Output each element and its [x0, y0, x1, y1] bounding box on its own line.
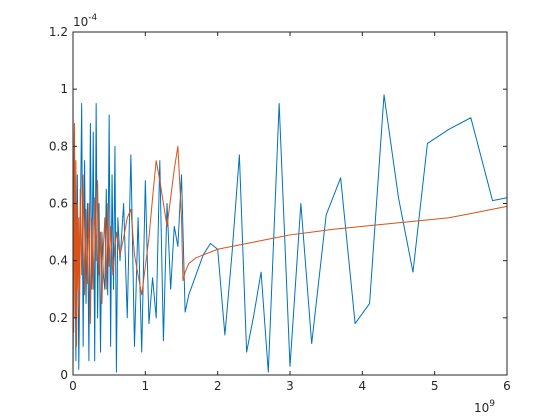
y-tick-label: 1.2 [49, 25, 68, 39]
y-tick-label: 0 [60, 368, 68, 382]
x-tick-label: 0 [69, 379, 77, 393]
series-layer [72, 89, 508, 376]
y-axis: 0 0.2 0.4 0.6 0.8 1 1.2 [49, 25, 507, 382]
y-tick-label: 1 [60, 82, 68, 96]
y-tick-label: 0.6 [49, 197, 68, 211]
y-tick-label: 0.2 [49, 311, 68, 325]
plot-area [73, 32, 507, 375]
y-exponent: 10-4 [73, 13, 98, 29]
x-tick-label: 3 [286, 379, 294, 393]
y-tick-label: 0.4 [49, 254, 68, 268]
x-tick-label: 2 [214, 379, 222, 393]
x-axis: 0 1 2 3 4 5 6 [69, 32, 511, 393]
x-exponent-power: 9 [489, 399, 495, 409]
x-exponent-base: 10 [474, 401, 489, 415]
y-exponent-base: 10 [73, 15, 88, 29]
series-line-1 [72, 94, 508, 376]
x-tick-label: 5 [431, 379, 439, 393]
x-tick-label: 4 [359, 379, 367, 393]
y-tick-label: 0.8 [49, 139, 68, 153]
series-line-2 [72, 89, 508, 347]
x-exponent: 109 [474, 399, 495, 415]
y-exponent-power: -4 [88, 13, 97, 23]
x-tick-label: 1 [142, 379, 150, 393]
x-tick-label: 6 [503, 379, 511, 393]
